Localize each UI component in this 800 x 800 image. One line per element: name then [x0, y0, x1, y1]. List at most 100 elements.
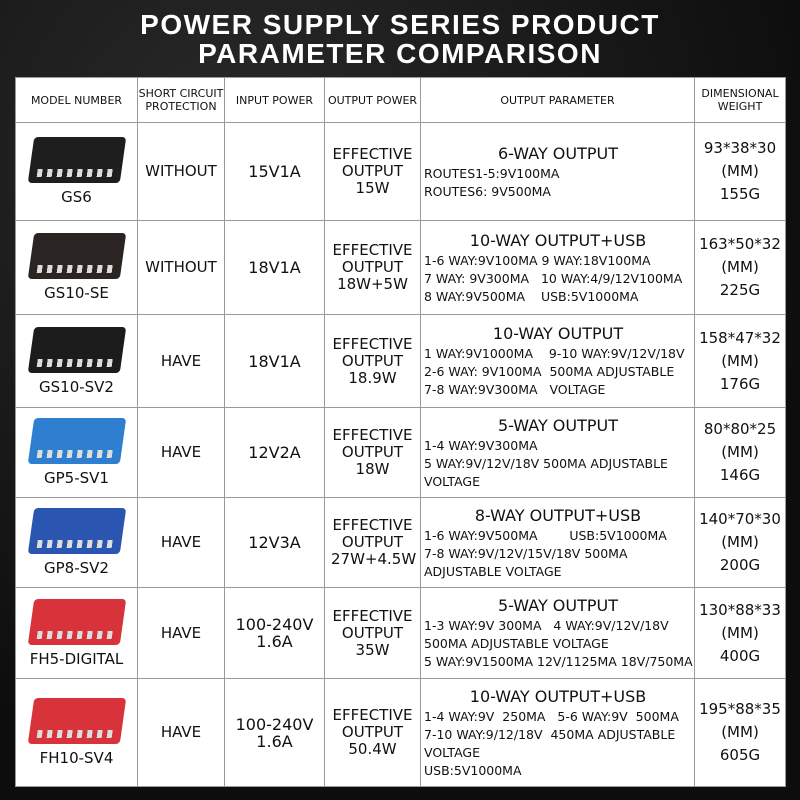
model-cell: FH5-DIGITAL	[15, 587, 138, 679]
weight: 200G	[719, 556, 761, 574]
param-line: 2-6 WAY: 9V100MA 500MA ADJUSTABLE	[424, 364, 675, 379]
dimension-cell: 140*70*30 (MM) 200G	[694, 497, 786, 588]
weight: 400G	[719, 646, 761, 665]
header-dimensions: DIMENSIONAL WEIGHT	[694, 77, 786, 123]
page-title: POWER SUPPLY SERIES PRODUCT PARAMETER CO…	[0, 10, 800, 68]
header-output: OUTPUT POWER	[324, 77, 421, 123]
model-cell: FH10-SV4	[15, 678, 138, 787]
product-image	[27, 326, 126, 373]
unit: (MM)	[721, 258, 759, 276]
input-cell: 100-240V 1.6A	[224, 678, 325, 787]
input-cell: 15V1A	[224, 122, 325, 221]
model-cell: GP8-SV2	[15, 497, 138, 588]
weight: 225G	[719, 281, 761, 299]
header-input: INPUT POWER	[224, 77, 325, 123]
dims: 158*47*32	[699, 328, 781, 347]
param-line: 7 WAY: 9V300MA 10 WAY:4/9/12V100MA	[424, 270, 683, 286]
dims: 140*70*30	[699, 510, 781, 528]
input-cell: 12V2A	[224, 407, 325, 498]
param-line: 1-4 WAY:9V 250MA 5-6 WAY:9V 500MA	[424, 708, 679, 724]
input-cell: 18V1A	[224, 314, 325, 408]
table-row: FH10-SV4 HAVE 100-240V 1.6A EFFECTIVE OU…	[15, 678, 786, 787]
product-image	[27, 137, 126, 183]
output-cell: EFFECTIVE OUTPUT 27W+4.5W	[324, 497, 421, 588]
dims: 93*38*30	[703, 139, 777, 157]
model-cell: GP5-SV1	[15, 407, 138, 498]
model-name: GS10-SV2	[39, 377, 114, 396]
dimension-cell: 130*88*33 (MM) 400G	[694, 587, 786, 679]
table-row: GP8-SV2 HAVE 12V3A EFFECTIVE OUTPUT 27W+…	[15, 497, 786, 588]
model-cell: GS10-SE	[15, 220, 138, 315]
unit: (MM)	[721, 623, 759, 642]
title-line-1: POWER SUPPLY SERIES PRODUCT	[140, 9, 660, 40]
dimension-cell: 93*38*30 (MM) 155G	[694, 122, 786, 221]
product-image	[27, 418, 126, 464]
protection-cell: HAVE	[137, 407, 225, 498]
weight: 155G	[719, 185, 761, 203]
param-title: 6-WAY OUTPUT	[497, 143, 619, 163]
product-image	[27, 233, 126, 279]
weight: 176G	[719, 374, 761, 393]
product-image	[27, 508, 126, 554]
header-row: MODEL NUMBER SHORT CIRCUIT PROTECTION IN…	[15, 77, 786, 123]
dimension-cell: 163*50*32 (MM) 225G	[694, 220, 786, 315]
input-cell: 100-240V 1.6A	[224, 587, 325, 679]
param-title: 10-WAY OUTPUT	[492, 324, 624, 343]
input-cell: 12V3A	[224, 497, 325, 588]
param-line: 7-10 WAY:9/12/18V 450MA ADJUSTABLE	[424, 726, 676, 742]
param-title: 5-WAY OUTPUT	[497, 415, 619, 435]
header-protection: SHORT CIRCUIT PROTECTION	[137, 77, 225, 123]
param-title: 8-WAY OUTPUT+USB	[474, 505, 642, 525]
model-name: GP5-SV1	[44, 469, 109, 487]
unit: (MM)	[721, 443, 759, 461]
protection-cell: HAVE	[137, 314, 225, 408]
param-line: 1 WAY:9V1000MA 9-10 WAY:9V/12V/18V	[424, 346, 685, 361]
model-name: GS10-SE	[44, 284, 109, 302]
model-name: FH10-SV4	[39, 749, 114, 767]
unit: (MM)	[721, 533, 759, 551]
weight: 146G	[719, 466, 761, 484]
param-line: ADJUSTABLE VOLTAGE	[424, 563, 562, 579]
dims: 130*88*33	[699, 600, 781, 619]
unit: (MM)	[721, 723, 759, 741]
table-row: FH5-DIGITAL HAVE 100-240V 1.6A EFFECTIVE…	[15, 587, 786, 679]
protection-cell: WITHOUT	[137, 122, 225, 221]
protection-cell: HAVE	[137, 678, 225, 787]
dimension-cell: 158*47*32 (MM) 176G	[694, 314, 786, 408]
parameter-cell: 8-WAY OUTPUT+USB 1-6 WAY:9V500MA USB:5V10…	[420, 497, 695, 588]
model-name: GP8-SV2	[44, 559, 109, 577]
product-image	[27, 598, 126, 645]
param-line: 1-6 WAY:9V100MA 9 WAY:18V100MA	[424, 252, 651, 268]
parameter-cell: 10-WAY OUTPUT 1 WAY:9V1000MA 9-10 WAY:9V/…	[420, 314, 695, 408]
protection-cell: HAVE	[137, 587, 225, 679]
output-cell: EFFECTIVE OUTPUT 15W	[324, 122, 421, 221]
output-cell: EFFECTIVE OUTPUT 18W+5W	[324, 220, 421, 315]
param-line: 7-8 WAY:9V/12V/15V/18V 500MA	[424, 545, 628, 561]
dims: 195*88*35	[699, 700, 781, 718]
param-title: 10-WAY OUTPUT+USB	[469, 230, 647, 250]
model-cell: GS6	[15, 122, 138, 221]
protection-cell: WITHOUT	[137, 220, 225, 315]
param-line: 7-8 WAY:9V300MA VOLTAGE	[424, 382, 606, 397]
header-parameter: OUTPUT PARAMETER	[420, 77, 695, 123]
param-line: ROUTES6: 9V500MA	[424, 183, 551, 199]
comparison-table: MODEL NUMBER SHORT CIRCUIT PROTECTION IN…	[15, 77, 786, 787]
unit: (MM)	[721, 351, 759, 370]
param-line: 8 WAY:9V500MA USB:5V1000MA	[424, 288, 639, 304]
parameter-cell: 10-WAY OUTPUT+USB 1-6 WAY:9V100MA 9 WAY:1…	[420, 220, 695, 315]
header-model: MODEL NUMBER	[15, 77, 138, 123]
model-name: GS6	[61, 188, 92, 206]
parameter-cell: 6-WAY OUTPUT ROUTES1-5:9V100MA ROUTES6: 9V…	[420, 122, 695, 221]
param-line: VOLTAGE	[424, 473, 480, 489]
model-name: FH5-DIGITAL	[29, 649, 124, 668]
dims: 80*80*25	[703, 420, 777, 438]
table-row: GS10-SE WITHOUT 18V1A EFFECTIVE OUTPUT 1…	[15, 220, 786, 315]
param-line: 1-4 WAY:9V300MA	[424, 437, 538, 453]
protection-cell: HAVE	[137, 497, 225, 588]
parameter-cell: 5-WAY OUTPUT 1-3 WAY:9V 300MA 4 WAY:9V/12…	[420, 587, 695, 679]
param-line: 5 WAY:9V/12V/18V 500MA ADJUSTABLE	[424, 455, 668, 471]
dims: 163*50*32	[699, 235, 781, 253]
dimension-cell: 80*80*25 (MM) 146G	[694, 407, 786, 498]
param-line: 500MA ADJUSTABLE VOLTAGE	[424, 636, 609, 651]
param-line: 1-3 WAY:9V 300MA 4 WAY:9V/12V/18V	[424, 618, 669, 633]
